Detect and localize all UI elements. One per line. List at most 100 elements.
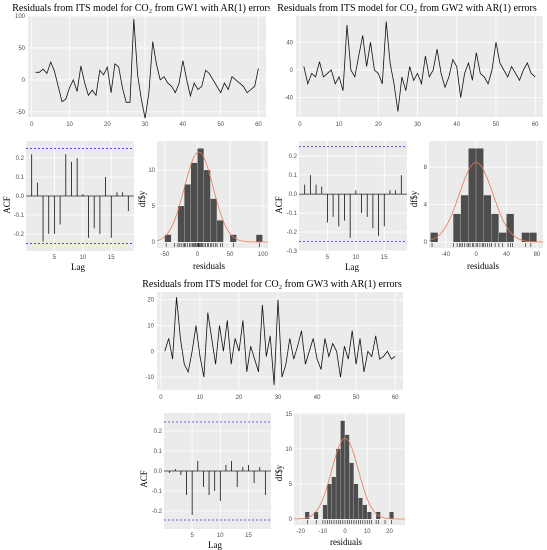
x-tick-label: -50 (160, 252, 169, 258)
histogram-bar (345, 434, 350, 519)
gw2-acf-ylabel: ACF (274, 196, 284, 214)
y-tick-label: 0.1 (289, 173, 298, 179)
histogram-bar (521, 232, 530, 242)
residual-series-line (35, 19, 259, 119)
gw1-acf-plot: 5 10 15 0.2 0.1 0.0 -0.1 -0.2 (14, 141, 134, 261)
histogram-bar (210, 198, 217, 242)
histogram-bar (349, 462, 354, 519)
y-tick-label: -0.1 (152, 489, 163, 495)
plot-background (299, 141, 407, 251)
gw2-hist-plot: 0 4 8 -40 0 40 80 (424, 141, 543, 258)
x-tick-label: 100 (258, 252, 269, 258)
x-tick-label: 60 (255, 122, 262, 128)
x-tick-label: 60 (532, 122, 539, 128)
x-tick-label: 10 (336, 122, 343, 128)
gw1-acf-xlabel: Lag (71, 262, 85, 272)
histogram-bar (217, 220, 224, 242)
histogram-bar (389, 511, 394, 519)
y-tick-label: 0.2 (16, 156, 25, 162)
x-tick-label: 10 (79, 255, 86, 261)
gw1-hist-xlabel: residuals (193, 261, 225, 271)
x-tick-label: 10 (66, 122, 73, 128)
histogram-bar (430, 232, 438, 242)
y-tick-label: 100 (15, 14, 26, 20)
x-tick-label: 30 (275, 395, 282, 401)
residual-series-line (164, 297, 396, 385)
gw1-ts-title: Residuals from ITS model for CO₂ from GW… (12, 3, 270, 14)
histogram-bar (468, 148, 476, 242)
x-tick-label: 0 (474, 252, 478, 258)
gw2-ts-title: Residuals from ITS model for CO₂ from GW… (277, 3, 537, 14)
histogram-bar (367, 511, 372, 519)
x-tick-label: 80 (534, 252, 541, 258)
x-tick-label: 50 (227, 252, 234, 258)
x-tick-label: 15 (108, 255, 115, 261)
y-tick-label: -10 (145, 375, 154, 381)
x-tick-label: 10 (197, 395, 204, 401)
x-tick-label: 0 (343, 529, 347, 535)
gw3-hist-xlabel: residuals (330, 537, 362, 547)
x-tick-label: 15 (245, 533, 252, 539)
x-tick-label: 0 (30, 122, 34, 128)
gw2-ts-plot: 0 10 20 30 40 50 60 40 0 -40 (284, 16, 543, 128)
normal-density-curve (294, 437, 405, 520)
y-tick-label: 0 (152, 240, 156, 246)
x-tick-label: 5 (53, 255, 57, 261)
x-tick-label: 30 (414, 122, 421, 128)
x-tick-label: 10 (217, 533, 224, 539)
histogram-bar (177, 206, 185, 242)
gw1-residuals-timeseries: Residuals from ITS model for CO₂ from GW… (12, 3, 270, 128)
y-tick-label: 15 (285, 412, 292, 418)
gw3-ts-plot: 0 10 20 30 40 50 60 20 10 0 -10 (145, 292, 403, 401)
x-tick-label: 0 (159, 395, 163, 401)
gw3-acf-plot: 5 10 15 0.2 0.1 0.0 -0.1 -0.2 (152, 413, 271, 539)
x-tick-label: 5 (326, 255, 330, 261)
histogram-bar (453, 213, 461, 242)
y-tick-label: 0 (290, 68, 294, 74)
x-tick-label: 0 (196, 252, 200, 258)
histogram-bar (305, 511, 310, 519)
gw2-hist-ylabel: df$y (409, 190, 419, 207)
y-tick-label: 0 (289, 517, 293, 523)
y-tick-label: -0.2 (152, 509, 163, 515)
gw3-acf-chart: ACF Lag 5 10 15 0.2 0.1 0.0 -0.1 -0.2 (139, 413, 271, 550)
y-tick-label: -40 (284, 96, 293, 102)
gw3-residual-histogram: df$y residuals 0 5 10 15 -20 -10 0 10 20 (274, 412, 405, 547)
y-tick-label: 10 (148, 168, 155, 174)
gw1-ts-plot: 0 10 20 30 40 50 60 100 50 0 -50 (15, 14, 266, 128)
histogram-bar (353, 483, 359, 519)
x-tick-label: 50 (217, 122, 224, 128)
x-tick-label: 10 (352, 255, 359, 261)
y-tick-label: 0.0 (16, 194, 25, 200)
gw3-acf-xlabel: Lag (208, 540, 222, 550)
histogram-bar (491, 213, 499, 242)
gw2-residuals-timeseries: Residuals from ITS model for CO₂ from GW… (277, 3, 543, 128)
x-tick-label: 15 (381, 255, 388, 261)
normal-density-curve (156, 151, 268, 243)
y-tick-label: 20 (147, 298, 154, 304)
histogram-bar (230, 234, 237, 242)
gw2-acf-xlabel: Lag (345, 262, 359, 272)
histogram-bar (498, 232, 507, 242)
x-tick-label: -40 (441, 252, 450, 258)
histogram-bar (358, 497, 363, 519)
y-tick-label: 0.0 (154, 469, 163, 475)
y-tick-label: -50 (16, 110, 25, 116)
x-tick-label: 10 (364, 529, 371, 535)
gw1-acf-chart: ACF Lag 5 10 15 0.2 0.1 0.0 -0.1 -0.2 (2, 141, 134, 272)
y-tick-label: 0 (22, 78, 26, 84)
gw3-hist-ylabel: df$y (274, 464, 284, 481)
x-tick-label: 40 (180, 122, 187, 128)
y-tick-label: -0.1 (14, 213, 25, 219)
gw2-acf-plot: 5 10 15 0.2 0.1 0.0 -0.1 -0.2 -0.3 (287, 141, 407, 261)
y-tick-label: -0.3 (287, 249, 298, 255)
histogram-bar (256, 234, 263, 242)
histogram-bar (327, 483, 332, 519)
y-tick-label: 0 (424, 240, 428, 246)
y-tick-label: 0.0 (289, 192, 298, 198)
y-tick-label: 0 (151, 349, 155, 355)
y-tick-label: 5 (289, 482, 293, 488)
y-tick-label: 0.2 (154, 429, 163, 435)
x-tick-label: 60 (392, 395, 399, 401)
y-tick-label: 5 (152, 204, 156, 210)
